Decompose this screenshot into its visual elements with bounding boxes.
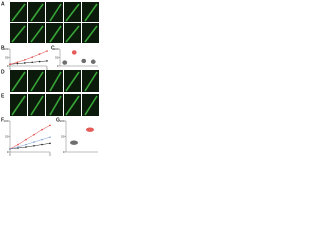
- panel-label: A: [1, 1, 5, 7]
- fiber: [30, 95, 44, 116]
- dot-mark: [86, 127, 94, 132]
- series-line: [9, 143, 51, 150]
- point: [49, 136, 51, 138]
- point: [16, 62, 19, 65]
- panel-label: F: [1, 117, 4, 123]
- x-tick-label: 0: [9, 152, 11, 156]
- point: [38, 60, 41, 63]
- fiber: [30, 25, 44, 43]
- y-tick-label: 0: [63, 150, 65, 154]
- fiber: [49, 95, 62, 116]
- fiber: [49, 71, 62, 92]
- point: [33, 145, 35, 147]
- y-tick-label: 100: [59, 119, 64, 123]
- point: [41, 143, 43, 146]
- series-line: [9, 125, 51, 150]
- fiber: [49, 25, 62, 43]
- point: [9, 148, 11, 150]
- y-tick-label: 100: [3, 119, 8, 123]
- fiber: [65, 71, 80, 92]
- point: [16, 61, 19, 64]
- point: [49, 124, 51, 127]
- point: [17, 143, 19, 146]
- y-tick-label: 50: [5, 134, 9, 138]
- fiber: [30, 3, 44, 22]
- series-line: [9, 50, 48, 65]
- point: [25, 146, 27, 148]
- fiber: [30, 71, 44, 92]
- point: [9, 63, 11, 66]
- panel-label: E: [1, 93, 5, 99]
- y-tick-label: 100: [53, 47, 58, 51]
- point: [33, 133, 35, 136]
- fiber: [84, 25, 98, 43]
- point: [33, 141, 35, 143]
- fiber: [84, 95, 98, 116]
- fiber: [84, 3, 98, 22]
- point: [41, 128, 43, 131]
- fiber: [11, 71, 26, 92]
- panel-label: B: [1, 45, 5, 51]
- point: [46, 50, 48, 52]
- dot-mark: [71, 50, 77, 55]
- point: [17, 146, 19, 148]
- dot-mark: [81, 58, 87, 64]
- fiber: [11, 25, 26, 43]
- dot-mark: [62, 60, 68, 65]
- panel-label: C: [51, 45, 55, 51]
- panel-label: D: [1, 69, 5, 75]
- fiber: [11, 95, 26, 116]
- x-tick-label: 0: [9, 66, 11, 70]
- point: [25, 143, 27, 146]
- y-tick-label: 50: [5, 55, 9, 59]
- y-tick-label: 50: [61, 134, 65, 138]
- panel-label: G: [56, 117, 60, 123]
- point: [41, 138, 43, 141]
- dot-mark: [70, 140, 78, 145]
- point: [38, 53, 41, 55]
- dot-mark: [90, 59, 96, 64]
- point: [31, 61, 33, 64]
- y-tick-label: 100: [3, 47, 8, 51]
- point: [49, 142, 51, 145]
- fiber: [49, 3, 62, 22]
- y-tick-label: 50: [55, 55, 59, 59]
- series-line: [9, 60, 48, 65]
- point: [46, 60, 48, 62]
- point: [25, 138, 27, 141]
- y-tick-label: 0: [7, 64, 9, 68]
- y-tick-label: 0: [57, 64, 59, 68]
- point: [31, 56, 33, 58]
- x-tick-label: 5: [49, 152, 51, 156]
- fiber: [65, 25, 80, 43]
- x-tick-label: 5: [46, 66, 48, 70]
- point: [24, 59, 26, 61]
- series-line: [9, 136, 51, 150]
- fiber: [84, 71, 98, 92]
- point: [24, 62, 26, 64]
- y-tick-label: 0: [7, 150, 9, 154]
- fiber: [65, 3, 80, 22]
- fiber: [11, 3, 26, 22]
- fiber: [65, 95, 80, 116]
